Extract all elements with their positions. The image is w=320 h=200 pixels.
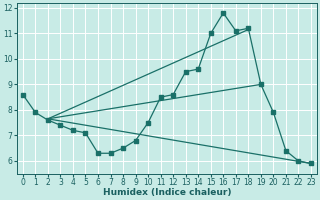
X-axis label: Humidex (Indice chaleur): Humidex (Indice chaleur) (103, 188, 231, 197)
